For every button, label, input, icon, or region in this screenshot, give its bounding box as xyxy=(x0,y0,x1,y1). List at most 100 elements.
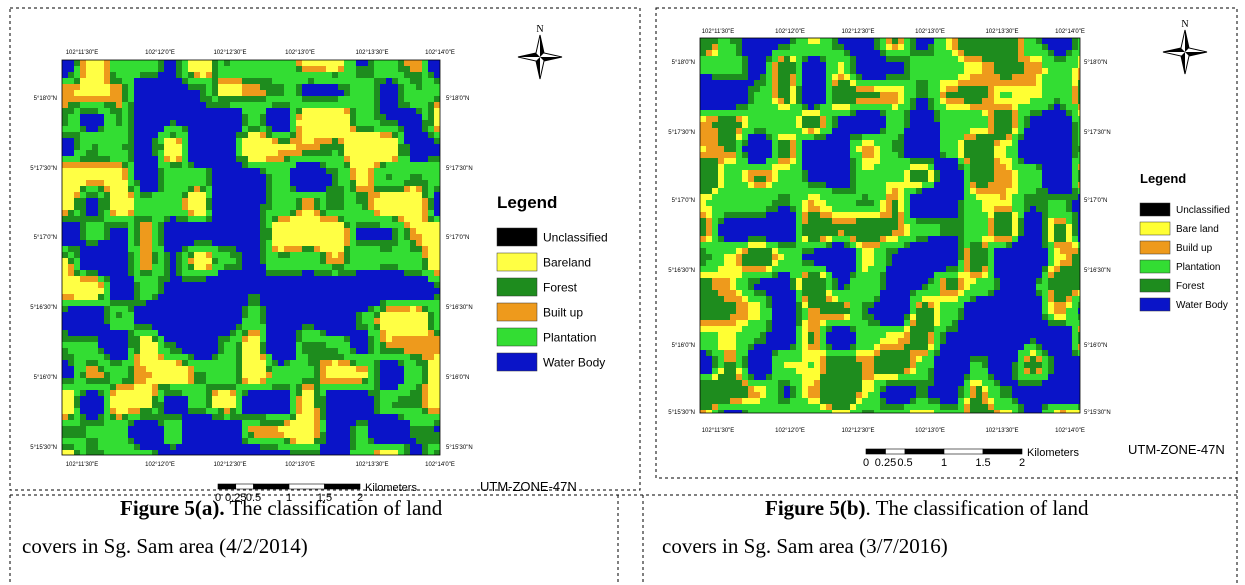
land-patch xyxy=(934,320,940,326)
land-patch xyxy=(910,200,958,206)
land-patch xyxy=(242,258,260,264)
land-patch xyxy=(134,324,152,330)
land-patch xyxy=(110,312,116,318)
land-patch xyxy=(748,410,832,413)
land-patch xyxy=(748,116,796,122)
land-patch xyxy=(434,78,440,84)
land-patch xyxy=(380,246,392,252)
land-patch xyxy=(242,312,248,318)
land-patch xyxy=(116,102,122,108)
land-patch xyxy=(1078,164,1080,170)
land-patch xyxy=(820,380,862,386)
land-patch xyxy=(1078,182,1080,188)
land-patch xyxy=(182,264,188,270)
land-patch xyxy=(356,126,374,132)
land-patch xyxy=(242,360,266,366)
land-patch xyxy=(1036,74,1042,80)
land-patch xyxy=(1030,122,1072,128)
land-patch xyxy=(242,342,260,348)
legend-swatch xyxy=(496,277,538,297)
land-patch xyxy=(1018,56,1030,62)
land-patch xyxy=(1036,290,1042,296)
land-patch xyxy=(62,150,74,156)
land-patch xyxy=(904,116,910,122)
land-patch xyxy=(80,264,128,270)
land-patch xyxy=(134,198,182,204)
land-patch xyxy=(700,212,706,218)
land-patch xyxy=(308,78,314,84)
land-patch xyxy=(736,308,748,314)
land-patch xyxy=(326,258,344,264)
land-patch xyxy=(886,128,904,134)
land-patch xyxy=(74,270,80,276)
land-patch xyxy=(314,78,374,84)
land-patch xyxy=(772,320,796,326)
land-patch xyxy=(248,132,260,138)
land-patch xyxy=(934,38,946,44)
land-patch xyxy=(80,390,86,396)
land-patch xyxy=(994,374,1012,380)
land-patch xyxy=(1072,44,1078,50)
land-patch xyxy=(176,252,182,258)
land-patch xyxy=(134,294,140,300)
land-patch xyxy=(898,224,904,230)
land-patch xyxy=(802,392,808,398)
land-patch xyxy=(922,302,928,308)
land-patch xyxy=(808,320,820,326)
land-patch xyxy=(808,302,844,308)
land-patch xyxy=(158,258,164,264)
land-patch xyxy=(718,176,724,182)
land-patch xyxy=(790,38,796,44)
scale-label: 2 xyxy=(357,492,363,504)
land-patch xyxy=(86,126,98,132)
land-patch xyxy=(748,62,766,68)
land-patch xyxy=(80,420,104,426)
land-patch xyxy=(434,294,440,300)
land-patch xyxy=(428,252,440,258)
land-patch xyxy=(742,296,748,302)
land-patch xyxy=(314,402,326,408)
land-patch xyxy=(254,432,284,438)
land-patch xyxy=(790,98,796,104)
land-patch xyxy=(410,78,422,84)
land-patch xyxy=(284,156,290,162)
land-patch xyxy=(344,198,356,204)
land-patch xyxy=(712,254,724,260)
land-patch xyxy=(1042,56,1054,62)
land-patch xyxy=(422,204,428,210)
land-patch xyxy=(880,242,904,248)
land-patch xyxy=(134,96,200,102)
land-patch xyxy=(326,432,350,438)
land-patch xyxy=(910,176,928,182)
land-patch xyxy=(428,204,434,210)
land-patch xyxy=(970,170,994,176)
land-patch xyxy=(898,98,904,104)
land-patch xyxy=(772,350,778,356)
land-patch xyxy=(796,68,802,74)
land-patch xyxy=(80,60,86,66)
land-patch xyxy=(1072,200,1080,206)
land-patch xyxy=(86,234,104,240)
land-patch xyxy=(952,38,958,44)
land-patch xyxy=(350,90,374,96)
land-patch xyxy=(940,98,946,104)
land-patch xyxy=(778,140,790,146)
land-patch xyxy=(380,120,398,126)
land-patch xyxy=(164,420,182,426)
land-patch xyxy=(1042,74,1072,80)
land-patch xyxy=(164,258,170,264)
land-patch xyxy=(128,246,140,252)
land-patch xyxy=(832,80,838,86)
land-patch xyxy=(386,78,392,84)
land-patch xyxy=(266,126,272,132)
land-patch xyxy=(74,408,80,414)
land-patch xyxy=(820,356,826,362)
land-patch xyxy=(796,218,802,224)
land-patch xyxy=(116,384,134,390)
land-patch xyxy=(74,78,80,84)
land-patch xyxy=(1072,176,1078,182)
longitude-label: 102°13'30"E xyxy=(355,50,388,56)
land-patch xyxy=(1048,302,1054,308)
land-patch xyxy=(290,216,320,222)
land-patch xyxy=(910,356,916,362)
